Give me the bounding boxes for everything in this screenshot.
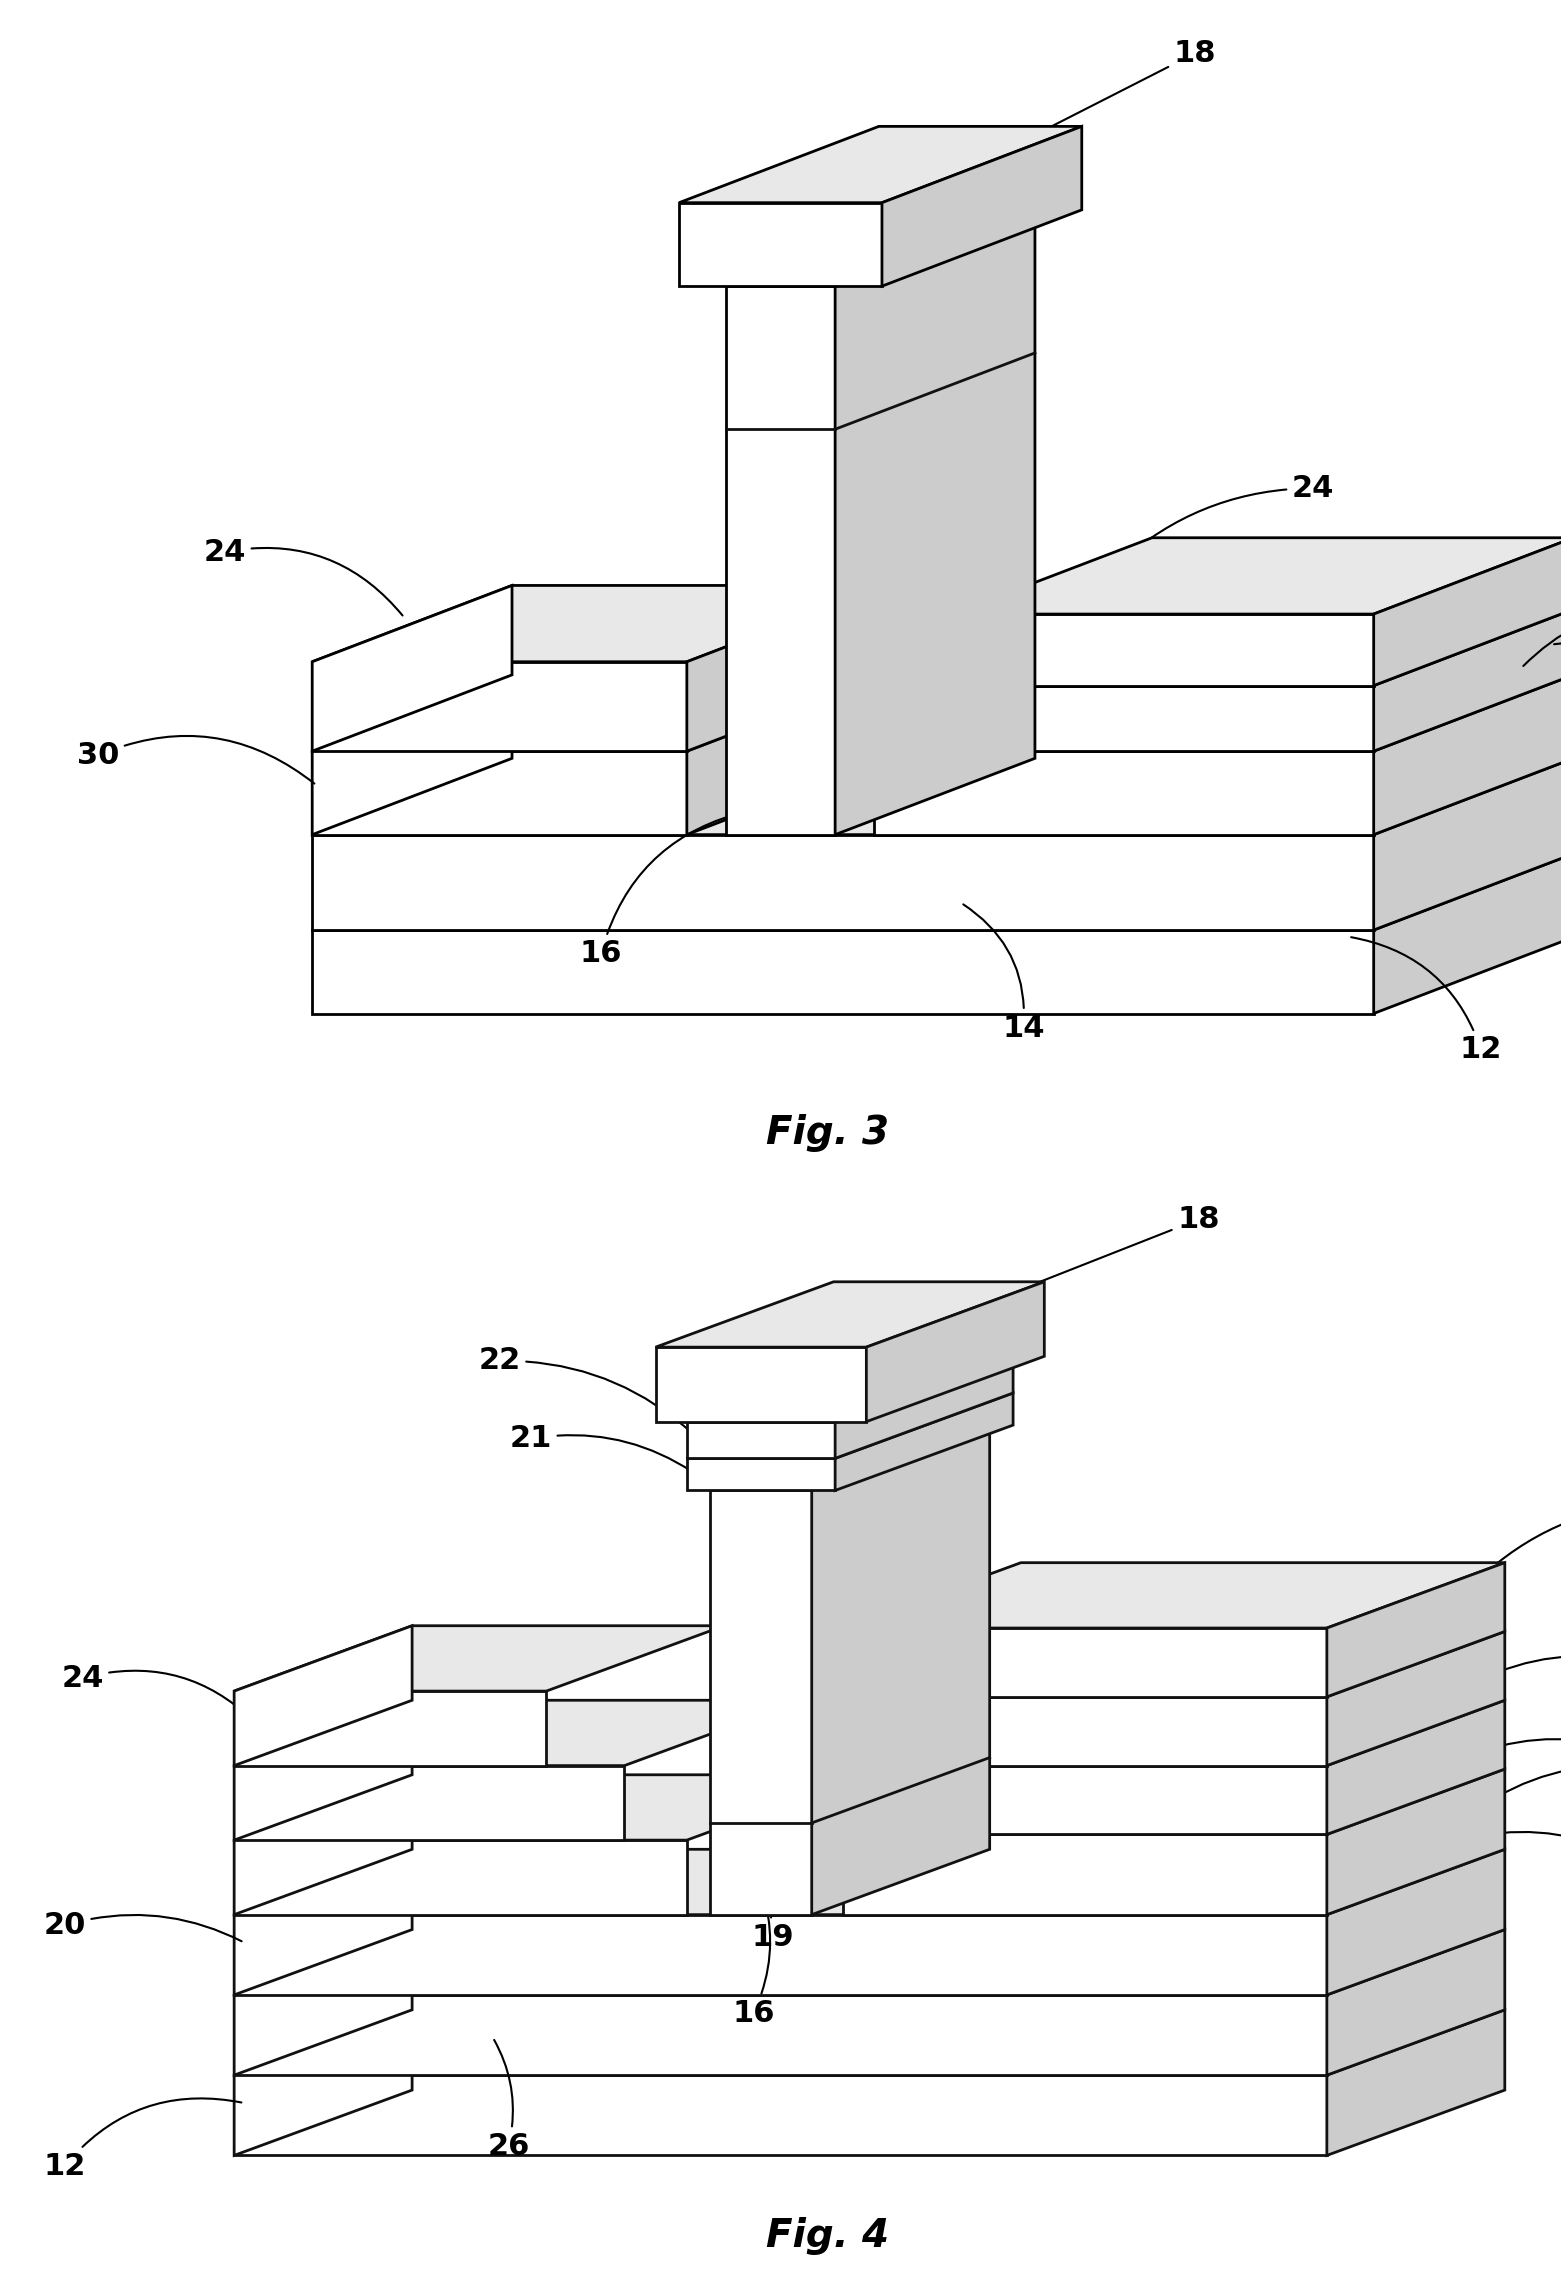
Polygon shape <box>312 663 687 752</box>
Polygon shape <box>835 211 1035 835</box>
Polygon shape <box>687 1355 1013 1422</box>
Polygon shape <box>234 1701 802 1766</box>
Polygon shape <box>234 2009 1505 2075</box>
Text: 20: 20 <box>44 1910 242 1942</box>
Text: 16: 16 <box>579 812 746 968</box>
Polygon shape <box>843 1834 1327 1915</box>
Polygon shape <box>234 1626 724 1692</box>
Polygon shape <box>843 1564 1505 1628</box>
Polygon shape <box>1374 759 1561 931</box>
Polygon shape <box>312 853 1561 931</box>
Polygon shape <box>312 674 887 752</box>
Polygon shape <box>1327 1701 1505 1834</box>
Polygon shape <box>1327 1564 1505 1697</box>
Polygon shape <box>726 211 1035 287</box>
Polygon shape <box>679 202 882 287</box>
Text: 18: 18 <box>1010 39 1216 147</box>
Polygon shape <box>1374 674 1561 835</box>
Polygon shape <box>1327 1931 1505 2075</box>
Polygon shape <box>312 752 687 835</box>
Polygon shape <box>656 1282 1044 1346</box>
Polygon shape <box>687 1458 835 1490</box>
Polygon shape <box>312 585 887 663</box>
Polygon shape <box>312 835 1374 931</box>
Polygon shape <box>687 1422 835 1458</box>
Text: 26: 26 <box>487 2041 529 2160</box>
Text: 28: 28 <box>1461 1649 1561 1690</box>
Polygon shape <box>234 1692 546 1766</box>
Polygon shape <box>234 1839 687 1915</box>
Text: 12: 12 <box>1352 938 1502 1064</box>
Polygon shape <box>679 126 1082 202</box>
Polygon shape <box>812 1424 990 1915</box>
Polygon shape <box>234 1848 412 1995</box>
Polygon shape <box>882 126 1082 287</box>
Polygon shape <box>687 1392 1013 1458</box>
Polygon shape <box>656 1346 866 1422</box>
Polygon shape <box>234 1995 1327 2075</box>
Polygon shape <box>1374 539 1561 686</box>
Text: 21: 21 <box>509 1424 693 1472</box>
Polygon shape <box>952 615 1374 686</box>
Polygon shape <box>234 1626 412 1766</box>
Polygon shape <box>843 1697 1327 1766</box>
Polygon shape <box>952 539 1561 615</box>
Polygon shape <box>874 674 1561 752</box>
Text: 28: 28 <box>1461 1738 1561 1768</box>
Polygon shape <box>874 686 1374 752</box>
Text: 32: 32 <box>1555 642 1561 736</box>
Polygon shape <box>312 759 1561 835</box>
Polygon shape <box>234 1848 1505 1915</box>
Text: 22: 22 <box>478 1346 693 1433</box>
Polygon shape <box>234 1701 412 1839</box>
Text: 16: 16 <box>732 1889 774 2027</box>
Polygon shape <box>1327 1848 1505 1995</box>
Polygon shape <box>874 752 1374 835</box>
Text: 24: 24 <box>61 1662 261 1727</box>
Polygon shape <box>866 1282 1044 1422</box>
Polygon shape <box>843 1633 1505 1697</box>
Text: 20: 20 <box>1461 1752 1561 1821</box>
Polygon shape <box>234 1766 624 1839</box>
Polygon shape <box>687 674 887 835</box>
Polygon shape <box>1374 853 1561 1014</box>
Polygon shape <box>710 1424 990 1490</box>
Polygon shape <box>1374 610 1561 752</box>
Polygon shape <box>234 1931 1505 1995</box>
Text: 14: 14 <box>963 903 1044 1043</box>
Polygon shape <box>234 1931 412 2075</box>
Text: 19: 19 <box>751 1844 795 1951</box>
Polygon shape <box>726 287 835 835</box>
Text: 24: 24 <box>1111 475 1335 569</box>
Polygon shape <box>234 1775 412 1915</box>
Polygon shape <box>843 1766 1327 1834</box>
Text: Fig. 4: Fig. 4 <box>766 2217 888 2254</box>
Text: 24: 24 <box>203 537 403 615</box>
Polygon shape <box>710 1490 812 1915</box>
Polygon shape <box>687 585 887 752</box>
Text: 34: 34 <box>1461 1488 1561 1598</box>
Polygon shape <box>843 1628 1327 1697</box>
Polygon shape <box>234 1915 1327 1995</box>
Polygon shape <box>1327 1633 1505 1766</box>
Polygon shape <box>312 931 1374 1014</box>
Polygon shape <box>234 2009 412 2155</box>
Text: Fig. 3: Fig. 3 <box>766 1114 888 1151</box>
Text: 14: 14 <box>1463 1832 1561 1878</box>
Polygon shape <box>234 1775 865 1839</box>
Polygon shape <box>1327 1770 1505 1915</box>
Polygon shape <box>843 1701 1505 1766</box>
Polygon shape <box>843 1770 1505 1834</box>
Text: 12: 12 <box>44 2098 242 2181</box>
Polygon shape <box>874 610 1561 686</box>
Polygon shape <box>234 2075 1327 2155</box>
Polygon shape <box>312 585 512 752</box>
Text: 20: 20 <box>1524 587 1561 665</box>
Polygon shape <box>312 674 512 835</box>
Polygon shape <box>835 1355 1013 1458</box>
Text: 30: 30 <box>76 736 314 784</box>
Text: 18: 18 <box>982 1206 1219 1305</box>
Polygon shape <box>1327 2009 1505 2155</box>
Polygon shape <box>835 1392 1013 1490</box>
